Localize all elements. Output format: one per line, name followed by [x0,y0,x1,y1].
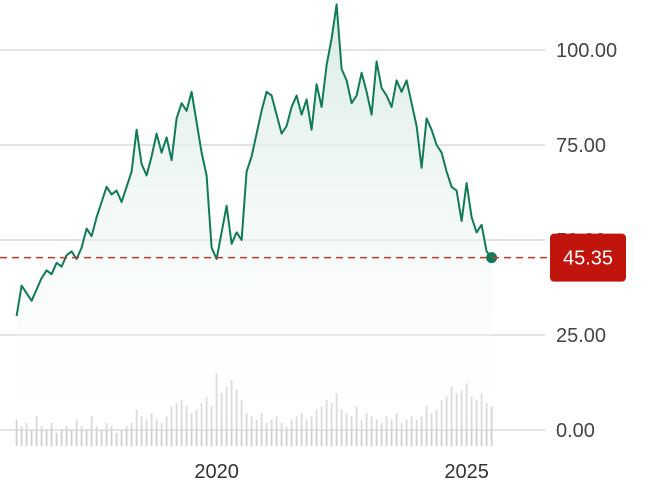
last-price-badge: 45.35 [550,233,626,282]
volume-bar [140,416,143,446]
price-area-fill [16,4,492,431]
volume-bar [125,426,128,446]
volume-bar [45,429,48,446]
volume-bar [420,416,423,446]
volume-bar [250,416,253,446]
x-tick-label-2020: 2020 [194,461,239,483]
volume-bar [105,422,108,446]
volume-bar [110,426,113,446]
last-price-badge-label: 45.35 [563,248,613,270]
volume-bar [155,419,158,446]
volume-bar [265,422,268,446]
volume-bar [305,419,308,446]
volume-bar [375,419,378,446]
x-tick-label-2025: 2025 [444,461,489,483]
volume-bar [100,429,103,446]
volume-bar [15,419,18,446]
price-area [16,4,492,431]
volume-bar [120,429,123,446]
volume-bar [30,429,33,446]
volume-bar [55,432,58,446]
volume-bar [410,416,413,446]
y-tick-label-0.00: 0.00 [556,420,595,442]
volume-bar [20,426,23,446]
price-line [15,3,498,317]
last-price-marker [486,252,498,264]
volume-bar [50,422,53,446]
volume-bar [25,422,28,446]
volume-bar [165,416,168,446]
volume-bar [370,416,373,446]
x-axis-ticks: 2020 2025 [194,461,489,483]
volume-bar [65,426,68,446]
volume-bar [160,422,163,446]
volume-bar [85,429,88,446]
volume-bar [270,419,273,446]
volume-bar [400,422,403,446]
volume-bar [280,422,283,446]
volume-bar [285,426,288,446]
volume-bar [60,429,63,446]
volume-bar [75,419,78,446]
volume-bar [115,432,118,446]
volume-bar [350,416,353,446]
volume-bar [35,416,38,446]
volume-bar [385,416,388,446]
volume-bar [380,422,383,446]
volume-bar [145,419,148,446]
volume-bar [295,416,298,446]
volume-bar [40,426,43,446]
volume-bar [290,419,293,446]
last-price-badge-background [550,233,626,282]
volume-bar [405,419,408,446]
volume-bar [255,419,258,446]
y-tick-label-25.00: 25.00 [556,325,606,347]
volume-bar [70,429,73,446]
volume-bar [130,422,133,446]
volume-bar [90,416,93,446]
volume-bar [415,419,418,446]
volume-bar [390,419,393,446]
volume-bar [310,416,313,446]
volume-bar [95,426,98,446]
price-line-path [15,3,493,317]
y-tick-label-100.00: 100.00 [556,40,617,62]
volume-bar [360,419,363,446]
volume-bar [275,416,278,446]
y-tick-label-75.00: 75.00 [556,135,606,157]
volume-bar [80,426,83,446]
